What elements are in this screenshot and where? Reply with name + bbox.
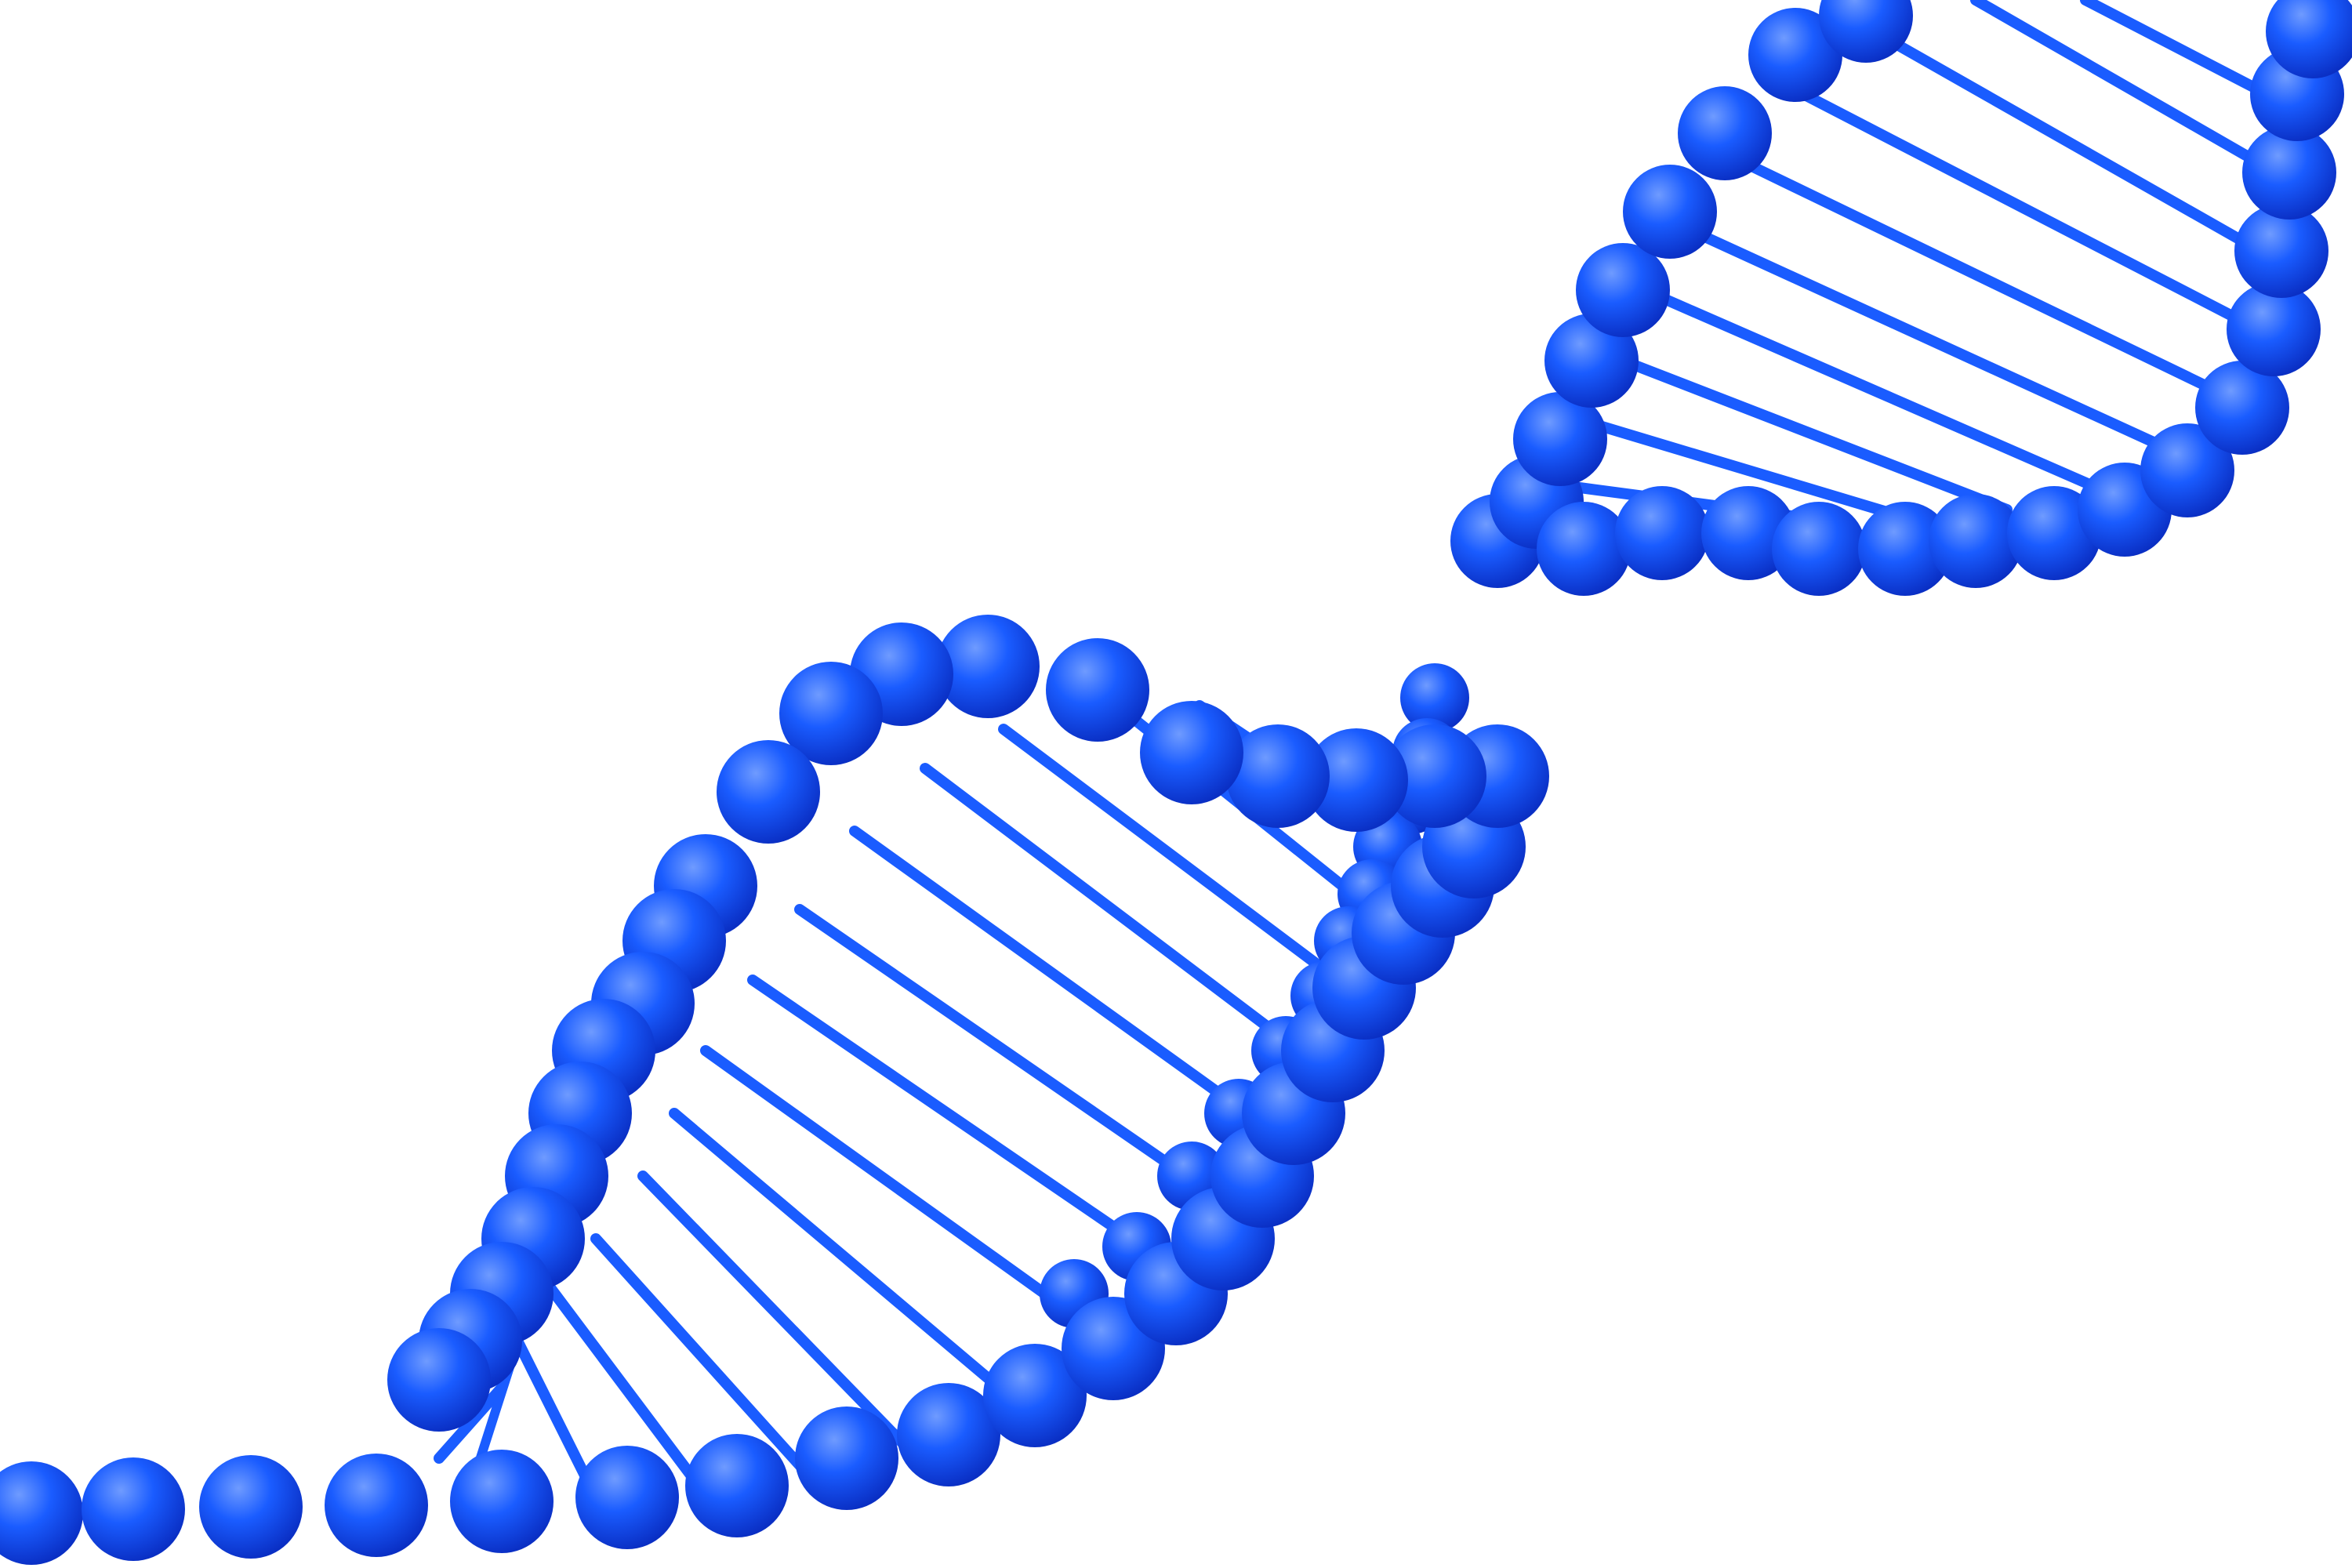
base-pair-rung [590,1233,813,1479]
dna-nucleotide-bead [1819,0,1913,63]
dna-nucleotide-bead [2266,0,2352,78]
base-pair-rung [669,1108,1033,1417]
dna-nucleotide-bead [1383,724,1486,828]
dna-nucleotide-bead [450,1450,554,1553]
base-pair-rung [1868,26,2279,264]
dna-nucleotide-bead [82,1457,185,1561]
dna-nucleotide-bead [1615,486,1709,580]
base-pair-rung [1586,418,1911,523]
dna-nucleotide-bead [1226,724,1330,828]
dna-nucleotide-bead [1929,494,2023,588]
dna-nucleotide-bead [685,1434,789,1537]
dna-nucleotide-bead [1537,502,1631,596]
base-pair-rung [1798,89,2263,335]
dna-nucleotide-bead [1046,638,1149,742]
dna-nucleotide-bead [1748,8,1842,102]
dna-nucleotide-bead [1678,86,1772,180]
dna-nucleotide-bead [1544,314,1639,408]
dna-nucleotide-bead [1305,728,1408,832]
dna-nucleotide-bead [325,1454,428,1557]
dna-nucleotide-bead [2227,282,2321,376]
dna-nucleotide-bead [2195,361,2289,455]
base-pair-rung [1617,355,2013,515]
base-pair-rung [1696,230,2169,452]
dna-nucleotide-bead [2234,204,2328,298]
dna-nucleotide-bead [1858,502,1952,596]
dna-nucleotide-bead [1576,243,1670,337]
base-pair-rung [543,1280,695,1479]
dna-nucleotide-bead [795,1406,898,1510]
dna-nucleotide-bead [1400,663,1469,732]
dna-nucleotide-bead [936,615,1040,718]
dna-nucleotide-bead [2140,423,2234,517]
dna-nucleotide-bead [717,740,820,844]
dna-nucleotide-bead [1140,701,1243,804]
dna-nucleotide-bead [199,1455,303,1559]
base-pair-rung [1970,0,2295,186]
dna-nucleotide-bead [387,1328,491,1432]
base-pair-rung [637,1171,923,1464]
dna-nucleotide-bead [897,1383,1000,1486]
dna-nucleotide-bead [983,1344,1087,1447]
base-pair-rung [434,1382,507,1464]
dna-nucleotide-bead [1772,502,1866,596]
dna-nucleotide-bead [779,662,883,765]
dna-nucleotide-bead [1513,392,1607,486]
base-pair-rung [1743,159,2224,397]
dna-nucleotide-bead [575,1446,679,1549]
dna-nucleotide-bead [2242,125,2336,220]
base-pair-rung [1657,292,2099,492]
dna-nucleotide-bead [0,1461,83,1565]
dna-nucleotide-bead [1623,165,1717,259]
dna-nucleotide-bead [1701,486,1795,580]
